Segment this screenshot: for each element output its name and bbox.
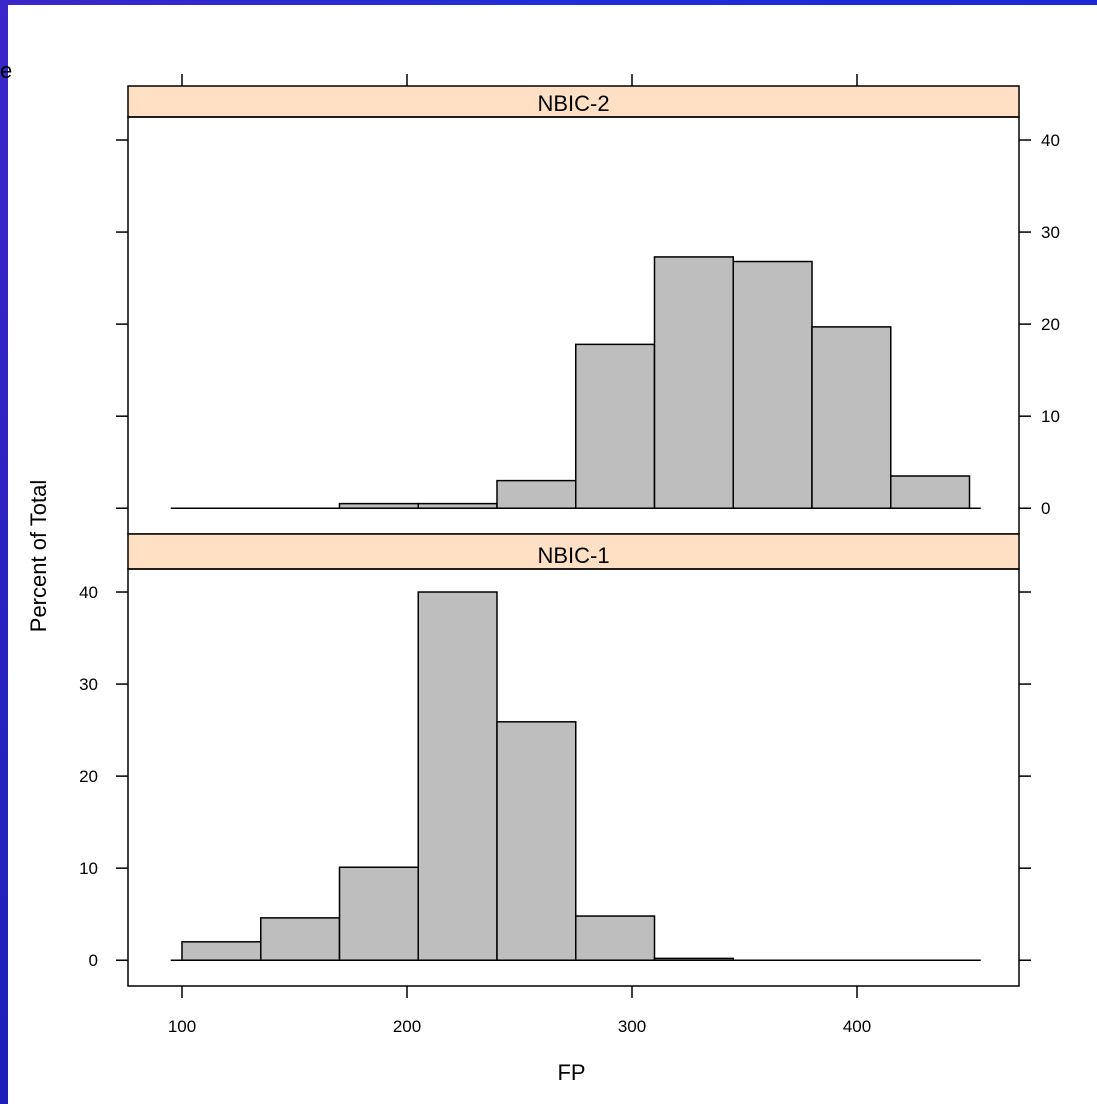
bar-nbic-2-8 bbox=[811, 326, 892, 509]
y-tick-label-right: 0 bbox=[1041, 499, 1050, 518]
bar-nbic-2-4 bbox=[496, 479, 577, 509]
frame-left-border bbox=[0, 0, 8, 1104]
bar-nbic-1-5 bbox=[575, 915, 656, 961]
y-tick-label-right: 20 bbox=[1041, 315, 1060, 334]
x-tick-label: 300 bbox=[618, 1017, 646, 1036]
y-tick-label-left: 30 bbox=[79, 675, 98, 694]
bar-nbic-2-7 bbox=[732, 260, 813, 509]
y-axis-title: Percent of Total bbox=[26, 480, 51, 632]
bars-nbic-2 bbox=[170, 256, 981, 509]
bar-nbic-1-0 bbox=[181, 941, 262, 961]
bar-nbic-2-6 bbox=[653, 256, 734, 509]
x-tick-label: 400 bbox=[843, 1017, 871, 1036]
panel-nbic-1: NBIC-1 bbox=[127, 533, 1020, 987]
y-tick-label-left: 0 bbox=[89, 951, 98, 970]
y-tick-label-right: 10 bbox=[1041, 407, 1060, 426]
bars-nbic-1 bbox=[170, 591, 981, 961]
bar-nbic-1-4 bbox=[496, 721, 577, 961]
axis-ticks: 100 200 300 400 0 0 10 10 20 20 30 30 40 40 bbox=[79, 74, 1060, 1036]
y-tick-label-left: 20 bbox=[79, 767, 98, 786]
bar-nbic-2-3 bbox=[417, 502, 498, 509]
x-axis-title: FP bbox=[557, 1060, 585, 1085]
panel-nbic-2: NBIC-2 bbox=[127, 85, 1020, 535]
strip-nbic-2 bbox=[127, 85, 1020, 118]
bar-nbic-2-9 bbox=[890, 475, 971, 509]
frame-top-border bbox=[0, 0, 1097, 5]
strip-label-nbic-1: NBIC-1 bbox=[537, 543, 609, 568]
bar-nbic-2-2 bbox=[338, 502, 419, 509]
plot-area-nbic-1 bbox=[127, 568, 1020, 987]
x-tick-label: 200 bbox=[393, 1017, 421, 1036]
strip-nbic-1 bbox=[127, 533, 1020, 570]
bar-nbic-2-5 bbox=[575, 343, 656, 509]
strip-label-nbic-2: NBIC-2 bbox=[537, 91, 609, 116]
y-tick-label-right: 30 bbox=[1041, 223, 1060, 242]
x-tick-label: 100 bbox=[168, 1017, 196, 1036]
bar-nbic-1-3 bbox=[417, 591, 498, 961]
bar-nbic-1-1 bbox=[260, 917, 341, 961]
corner-text-fragment: e bbox=[0, 58, 13, 83]
y-tick-label-left: 10 bbox=[79, 859, 98, 878]
y-tick-label-right: 40 bbox=[1041, 131, 1060, 150]
bar-nbic-1-6 bbox=[653, 957, 734, 961]
bar-nbic-1-2 bbox=[338, 866, 419, 961]
y-tick-label-left: 40 bbox=[79, 583, 98, 602]
